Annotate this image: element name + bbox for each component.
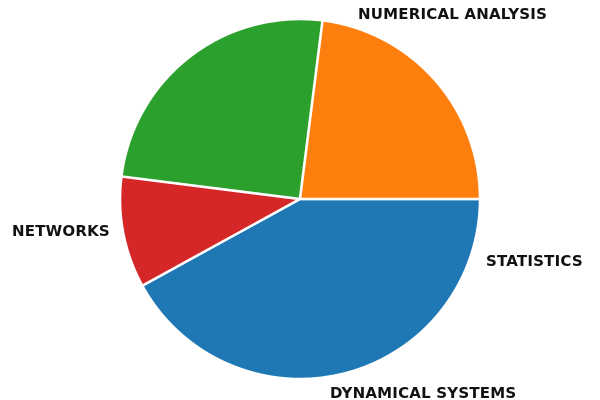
- pie-label-numerical-analysis: NUMERICAL ANALYSIS: [358, 5, 547, 23]
- pie-slice-networks: [298, 19, 482, 201]
- pie-slices: [118, 17, 482, 381]
- pie-slice-numerical-analysis: [141, 197, 482, 381]
- pie-labels: NUMERICAL ANALYSIS STATISTICS DYNAMICAL SY…: [12, 5, 583, 400]
- pie-label-statistics: STATISTICS: [486, 252, 583, 270]
- pie-label-networks: NETWORKS: [12, 222, 110, 240]
- pie-label-dynamical-systems: DYNAMICAL SYSTEMS: [330, 384, 516, 400]
- pie-slice-dynamical-systems: [120, 17, 324, 201]
- pie-slice-statistics: [118, 175, 302, 287]
